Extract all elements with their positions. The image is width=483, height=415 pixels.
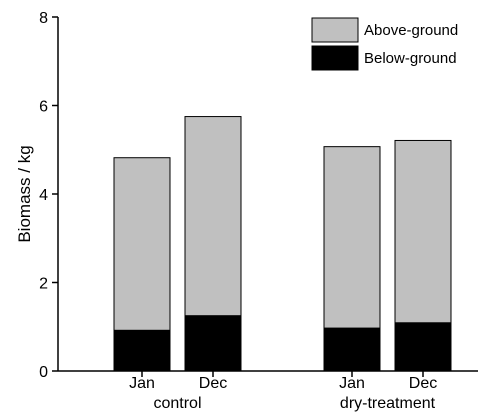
y-tick-label: 4 — [39, 187, 48, 204]
bar-below-ground — [323, 327, 381, 372]
x-labels-layer: Jan Dec Jan Dec control dry-treatment — [129, 371, 437, 412]
y-tick-label: 6 — [39, 99, 48, 116]
legend-swatch-below-ground — [311, 45, 359, 71]
bars-layer — [113, 116, 452, 372]
bar-above-ground — [394, 139, 452, 324]
x-tick-label: Jan — [129, 375, 155, 392]
y-ticks-layer: 0 2 4 6 8 — [39, 10, 58, 381]
legend-label: Below-ground — [364, 50, 457, 67]
legend-swatch-above-ground — [311, 17, 359, 43]
legend: Above-ground Below-ground — [311, 17, 458, 71]
y-tick-label: 0 — [39, 364, 48, 381]
legend-label: Above-ground — [364, 22, 458, 39]
y-tick-label: 8 — [39, 10, 48, 27]
x-tick-label: Dec — [199, 375, 227, 392]
bar-above-ground — [113, 157, 171, 331]
x-tick-label: Jan — [339, 375, 365, 392]
y-axis-title: Biomass / kg — [15, 145, 34, 242]
x-tick-label: Dec — [409, 375, 437, 392]
y-tick-label: 2 — [39, 276, 48, 293]
bar-above-ground — [323, 146, 381, 329]
bar-above-ground — [184, 116, 242, 317]
bar-below-ground — [184, 315, 242, 372]
group-label: dry-treatment — [340, 395, 436, 412]
bar-below-ground — [113, 329, 171, 372]
bar-below-ground — [394, 322, 452, 372]
group-label: control — [153, 395, 201, 412]
